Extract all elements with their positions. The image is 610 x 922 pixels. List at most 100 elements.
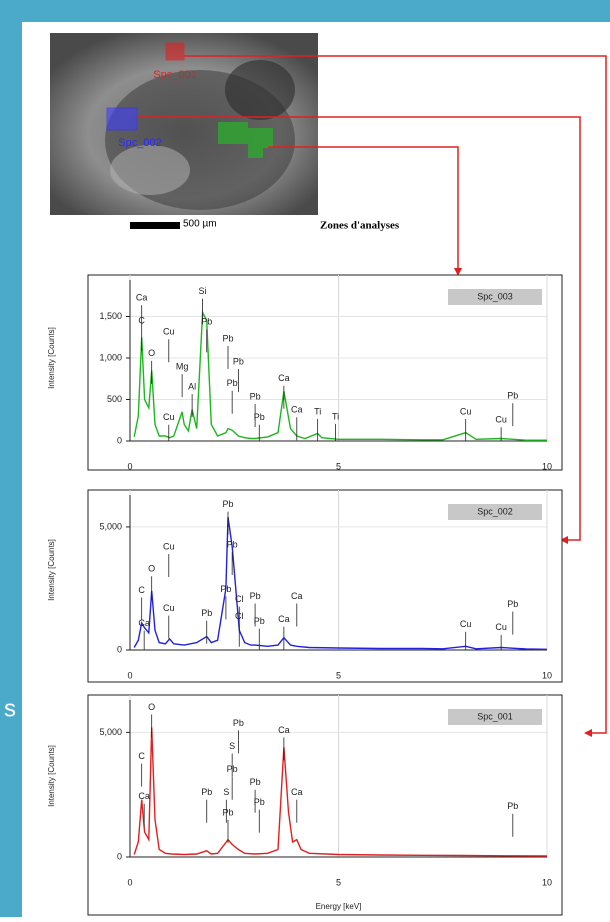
peak-label: Cu — [163, 412, 175, 422]
y-tick-label: 5,000 — [99, 521, 122, 531]
peak-label: Ca — [138, 791, 150, 801]
sem-texture — [110, 145, 190, 195]
zone-002 — [106, 107, 138, 131]
peak-label: Cl — [235, 611, 244, 621]
peak-label: Ti — [332, 411, 339, 421]
y-tick-label: 500 — [107, 394, 122, 404]
y-tick-label: 5,000 — [99, 727, 122, 737]
peak-label: Pb — [507, 599, 518, 609]
peak-label: Pb — [220, 584, 231, 594]
connectors — [137, 55, 607, 734]
peak-label: Cu — [495, 622, 507, 632]
peak-label: Pb — [233, 718, 244, 728]
peak-label: Pb — [507, 391, 518, 401]
y-axis-label: Intensity [Counts] — [47, 539, 56, 601]
peak-label: Pb — [222, 333, 233, 343]
zone-label: Spc_002 — [118, 137, 161, 149]
x-axis-label: Energy [keV] — [316, 902, 362, 911]
peak-label: Ti — [314, 406, 321, 416]
legend-box — [448, 504, 542, 520]
zone-001 — [165, 42, 185, 61]
zone-label: Spc_001 — [153, 69, 196, 81]
peak-label: Pb — [201, 317, 212, 327]
peak-label: O — [148, 348, 155, 358]
peak-label: Pb — [233, 357, 244, 367]
peak-label: Pb — [227, 378, 238, 388]
peak-label: Cl — [235, 594, 244, 604]
peak-label: Pb — [201, 787, 212, 797]
connector — [184, 55, 607, 734]
peak-label: Ca — [291, 787, 303, 797]
x-tick-label: 0 — [127, 670, 132, 680]
y-axis-label: Intensity [Counts] — [47, 745, 56, 807]
spectrum-line — [133, 309, 547, 441]
peak-label: Ca — [138, 618, 150, 628]
arrowheads — [454, 268, 592, 737]
y-tick-label: 0 — [117, 644, 122, 654]
chart-frame — [87, 694, 563, 916]
arrowhead — [454, 268, 462, 276]
peak-label: Pb — [250, 777, 261, 787]
x-tick-label: 5 — [336, 670, 341, 680]
scale-label: 500 µm — [183, 219, 217, 230]
peak-label: Cu — [495, 415, 507, 425]
connector — [137, 116, 581, 541]
y-tick-label: 1,000 — [99, 352, 122, 362]
peak-label: Mg — [176, 362, 189, 372]
peak-label: Cu — [163, 327, 175, 337]
peak-label: Ca — [291, 405, 303, 415]
peak-label: Pb — [250, 591, 261, 601]
peak-label: Cu — [163, 541, 175, 551]
legend-label: Spc_002 — [477, 506, 513, 516]
peak-label: S — [223, 787, 229, 797]
spectrum-line — [133, 517, 548, 650]
y-tick-label: 1,500 — [99, 311, 122, 321]
peak-label: S — [229, 741, 235, 751]
y-tick-label: 0 — [117, 851, 122, 861]
peak-label: Ca — [291, 591, 303, 601]
x-tick-label: 10 — [542, 877, 552, 887]
peak-label: Ca — [136, 293, 148, 303]
peak-label: Pb — [254, 616, 265, 626]
peak-label: Ca — [278, 614, 290, 624]
peak-label: O — [148, 702, 155, 712]
peak-label: Pb — [201, 608, 212, 618]
x-tick-label: 0 — [127, 877, 132, 887]
peak-label: C — [138, 585, 145, 595]
peak-label: Cu — [460, 406, 472, 416]
scale-bar — [130, 222, 180, 229]
connector — [268, 146, 459, 270]
zone-003 — [218, 122, 273, 158]
peak-label: Pb — [227, 539, 238, 549]
legend-label: Spc_001 — [477, 711, 513, 721]
peak-label: C — [138, 751, 145, 761]
sem-footer — [50, 215, 318, 233]
legend-label: Spc_003 — [477, 291, 513, 301]
side-text: s — [4, 695, 16, 722]
x-tick-label: 10 — [542, 461, 552, 471]
x-tick-label: 0 — [127, 461, 132, 471]
y-axis-label: Intensity [Counts] — [47, 327, 56, 389]
y-tick-label: 0 — [117, 435, 122, 445]
peak-label: C — [138, 315, 145, 325]
arrowhead — [560, 536, 568, 544]
peak-label: Pb — [222, 499, 233, 509]
peak-label: Pb — [222, 807, 233, 817]
peak-label: Pb — [507, 801, 518, 811]
sem-texture — [225, 60, 295, 120]
peak-label: Pb — [250, 391, 261, 401]
peak-label: Ca — [278, 725, 290, 735]
peak-label: Cu — [460, 619, 472, 629]
peak-label: Cu — [163, 603, 175, 613]
spectrum-line — [133, 727, 548, 857]
peak-label: Al — [188, 381, 196, 391]
peak-label: Pb — [227, 764, 238, 774]
peak-label: O — [148, 564, 155, 574]
x-tick-label: 5 — [336, 877, 341, 887]
sem-image: 500 µm Spc_001 Spc_002 — [50, 33, 318, 233]
peak-label: Pb — [254, 412, 265, 422]
caption: Zones d'analyses — [320, 220, 400, 232]
x-tick-label: 10 — [542, 670, 552, 680]
peak-label: Pb — [254, 797, 265, 807]
